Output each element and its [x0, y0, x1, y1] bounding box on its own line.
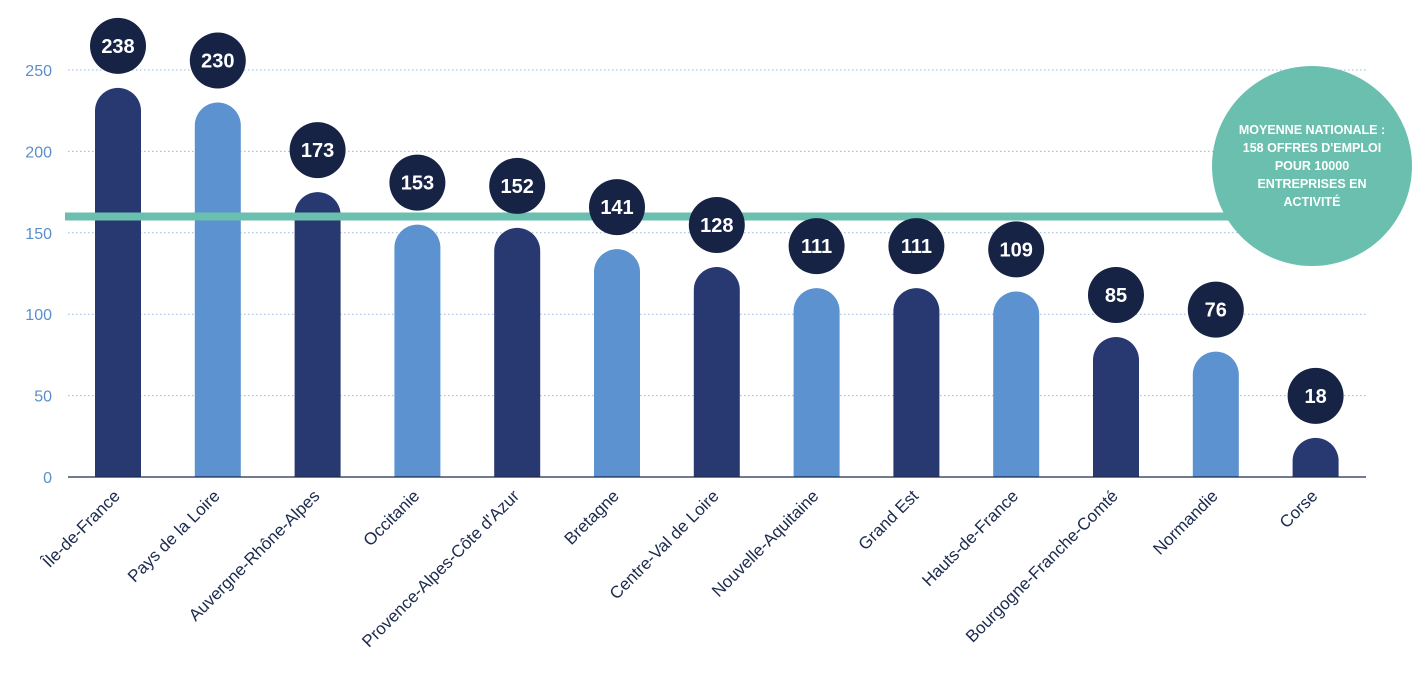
value-label: 85: [1105, 285, 1127, 307]
national-average-line-2: 158 OFFRES D'EMPLOI: [1242, 140, 1382, 155]
category-label: Provence-Alpes-Côte d'Azur: [358, 486, 523, 651]
category-label: Grand Est: [855, 486, 923, 554]
value-label: 76: [1205, 300, 1227, 322]
category-label: Centre-Val de Loire: [606, 486, 723, 603]
category-label: Corse: [1276, 486, 1322, 532]
value-label: 109: [1000, 239, 1033, 261]
value-badge: [988, 221, 1045, 278]
value-badge: [90, 17, 146, 74]
value-badge: [589, 179, 645, 236]
category-label: Hauts-de-France: [918, 486, 1022, 590]
national-average-line-1: MOYENNE NATIONALE :: [1238, 122, 1386, 137]
bar: [693, 266, 740, 477]
y-tick-label: 250: [25, 63, 52, 80]
value-badge: [1187, 281, 1244, 338]
value-badges: 238 230 173 153 152 141 128 111 111 109 85 76 18: [90, 17, 1344, 424]
bar: [1292, 437, 1339, 477]
value-badge: [1088, 266, 1144, 323]
bar: [1192, 351, 1239, 477]
bar: [95, 87, 141, 478]
value-label: 141: [600, 197, 633, 219]
bar: [494, 227, 541, 477]
category-label: Occitanie: [360, 486, 424, 550]
bar: [194, 102, 241, 477]
bar: [394, 224, 441, 477]
national-average-line-5: ACTIVITÉ: [1283, 195, 1341, 210]
category-label: Nouvelle-Aquitaine: [708, 486, 822, 600]
bars: [95, 87, 1339, 478]
y-axis-ticks: 0 50 100 150 200 250: [25, 63, 52, 487]
value-badge: [489, 157, 546, 214]
value-label: 153: [401, 173, 434, 195]
national-average-text: MOYENNE NATIONALE : 158 OFFRES D'EMPLOI …: [1237, 121, 1387, 212]
y-tick-label: 0: [43, 470, 52, 487]
national-average-badge: MOYENNE NATIONALE : 158 OFFRES D'EMPLOI …: [1212, 66, 1412, 266]
y-tick-label: 50: [34, 389, 52, 406]
y-tick-label: 150: [25, 226, 52, 243]
bar: [893, 288, 940, 477]
value-label: 18: [1304, 386, 1326, 408]
value-label: 111: [901, 236, 932, 258]
value-badge: [888, 218, 945, 275]
bar: [1093, 336, 1139, 477]
category-label: Normandie: [1149, 486, 1221, 558]
value-label: 152: [501, 176, 534, 198]
bar: [294, 192, 341, 477]
value-badge: [1287, 367, 1344, 424]
y-tick-label: 100: [25, 307, 52, 324]
bar: [793, 288, 840, 477]
category-labels: Île-de-France Pays de la LoireAuvergne-Rh…: [38, 486, 1321, 651]
value-label: 230: [201, 51, 234, 73]
national-average-line-3: POUR 10000: [1274, 158, 1350, 173]
value-label: 111: [801, 236, 832, 258]
value-badge: [688, 196, 745, 253]
value-badge: [389, 154, 446, 211]
category-label: Bretagne: [561, 486, 623, 548]
value-badge: [289, 122, 346, 179]
bar: [993, 291, 1040, 477]
value-label: 238: [101, 36, 134, 58]
value-label: 173: [301, 140, 334, 162]
category-label: Île-de-France: [38, 486, 124, 572]
value-badge: [189, 32, 246, 89]
category-label: Pays de la Loire: [124, 486, 224, 586]
bar: [594, 249, 640, 477]
value-label: 128: [700, 215, 733, 237]
value-badge: [788, 218, 845, 275]
y-tick-label: 200: [25, 144, 52, 161]
national-average-line-4: ENTREPRISES EN: [1257, 177, 1367, 192]
